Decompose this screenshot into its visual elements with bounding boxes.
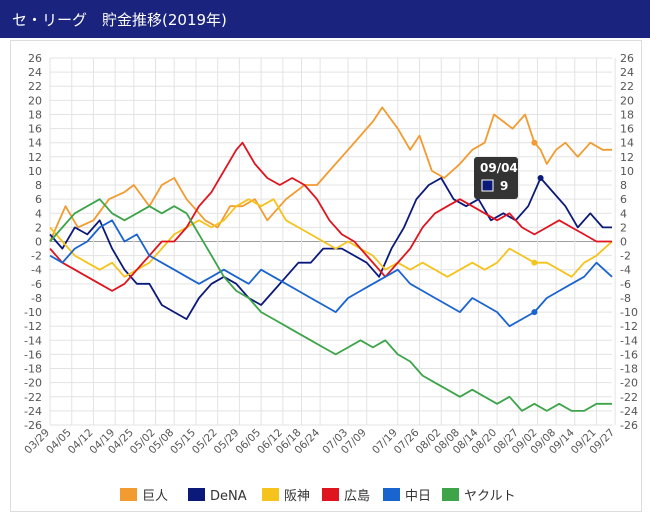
y-tick-label-right: 0 <box>620 236 627 249</box>
legend-swatch[interactable] <box>322 488 339 501</box>
y-tick-label-left: 2 <box>35 221 42 234</box>
y-tick-label-left: -10 <box>24 306 42 319</box>
y-tick-label-left: -20 <box>24 377 42 390</box>
y-tick-label-right: -14 <box>620 334 638 347</box>
tooltip-value: 9 <box>500 179 508 193</box>
legend-label[interactable]: ヤクルト <box>464 489 516 504</box>
tooltip: 09/04 9 <box>474 157 518 199</box>
y-tick-label-right: -24 <box>620 405 638 418</box>
y-tick-label-left: -14 <box>24 334 42 347</box>
y-tick-label-right: 10 <box>620 165 634 178</box>
y-tick-label-right: 2 <box>620 221 627 234</box>
legend-label[interactable]: 広島 <box>344 489 370 504</box>
y-tick-label-left: -12 <box>24 320 42 333</box>
series-line-巨人[interactable] <box>49 106 612 242</box>
legend-label[interactable]: 阪神 <box>284 489 310 504</box>
legend-label[interactable]: DeNA <box>210 489 247 504</box>
y-tick-label-left: -24 <box>24 405 42 418</box>
y-tick-label-left: -22 <box>24 391 42 404</box>
y-tick-label-left: -8 <box>31 292 42 305</box>
y-tick-label-left: -6 <box>31 278 42 291</box>
legend-swatch[interactable] <box>383 488 400 501</box>
hover-point-marker <box>537 174 544 181</box>
y-tick-label-right: 26 <box>620 52 634 65</box>
y-tick-label-right: 18 <box>620 108 634 121</box>
legend-swatch[interactable] <box>442 488 459 501</box>
series-line-ヤクルト[interactable] <box>49 198 612 412</box>
y-tick-label-right: 16 <box>620 123 634 136</box>
y-tick-label-right: -8 <box>620 292 631 305</box>
y-tick-label-left: -2 <box>31 250 42 263</box>
chart-title: セ・リーグ 貯金推移(2019年) <box>12 11 227 29</box>
x-axis-ticks: 03/2904/0504/1204/1904/2505/0205/0805/15… <box>22 426 617 456</box>
y-tick-label-right: 24 <box>620 66 634 79</box>
y-tick-label-right: -22 <box>620 391 638 404</box>
y-tick-label-right: -10 <box>620 306 638 319</box>
y-tick-label-left: 4 <box>35 207 42 220</box>
y-tick-label-left: 0 <box>35 236 42 249</box>
y-tick-label-right: -18 <box>620 363 638 376</box>
y-tick-label-left: -16 <box>24 348 42 361</box>
y-tick-label-right: 6 <box>620 193 627 206</box>
y-tick-label-right: -26 <box>620 419 638 432</box>
y-tick-label-right: 14 <box>620 137 634 150</box>
y-tick-label-left: 24 <box>28 66 42 79</box>
hover-point-marker <box>531 309 538 316</box>
y-tick-label-right: -4 <box>620 264 631 277</box>
series-line-DeNA[interactable] <box>49 177 612 321</box>
series-lines[interactable] <box>49 106 613 412</box>
y-tick-label-left: 18 <box>28 108 42 121</box>
hover-point-marker <box>531 139 538 146</box>
y-tick-label-left: 16 <box>28 123 42 136</box>
y-tick-label-left: 14 <box>28 137 42 150</box>
y-tick-label-right: -2 <box>620 250 631 263</box>
series-line-阪神[interactable] <box>49 198 613 278</box>
y-tick-label-left: -26 <box>24 419 42 432</box>
tooltip-date: 09/04 <box>480 161 518 175</box>
y-tick-label-left: 10 <box>28 165 42 178</box>
legend-swatch[interactable] <box>262 488 279 501</box>
y-tick-label-right: -6 <box>620 278 631 291</box>
legend-swatch[interactable] <box>188 488 205 501</box>
tooltip-swatch <box>481 179 494 192</box>
legend-swatch[interactable] <box>120 488 137 501</box>
y-tick-label-left: -18 <box>24 363 42 376</box>
grid <box>49 57 616 426</box>
y-tick-label-left: 8 <box>35 179 42 192</box>
series-line-中日[interactable] <box>49 219 613 328</box>
legend[interactable]: 巨人 DeNA 阪神 広島 中日 ヤクルト <box>120 488 516 504</box>
y-tick-label-left: 6 <box>35 193 42 206</box>
series-line-広島[interactable] <box>49 141 612 292</box>
y-tick-label-right: -16 <box>620 348 638 361</box>
y-tick-label-right: 20 <box>620 94 634 107</box>
legend-label[interactable]: 中日 <box>405 489 431 504</box>
hover-point-marker <box>531 259 538 266</box>
y-tick-label-right: -20 <box>620 377 638 390</box>
chart-header: セ・リーグ 貯金推移(2019年) <box>0 0 650 38</box>
y-tick-label-right: 4 <box>620 207 627 220</box>
y-tick-label-right: 22 <box>620 80 634 93</box>
legend-label[interactable]: 巨人 <box>142 489 168 504</box>
y-tick-label-left: 22 <box>28 80 42 93</box>
y-tick-label-left: 12 <box>28 151 42 164</box>
y-tick-label-left: 26 <box>28 52 42 65</box>
y-tick-label-right: -12 <box>620 320 638 333</box>
y-tick-label-left: -4 <box>31 264 42 277</box>
y-tick-label-right: 12 <box>620 151 634 164</box>
y-tick-label-right: 8 <box>620 179 627 192</box>
y-tick-label-left: 20 <box>28 94 42 107</box>
